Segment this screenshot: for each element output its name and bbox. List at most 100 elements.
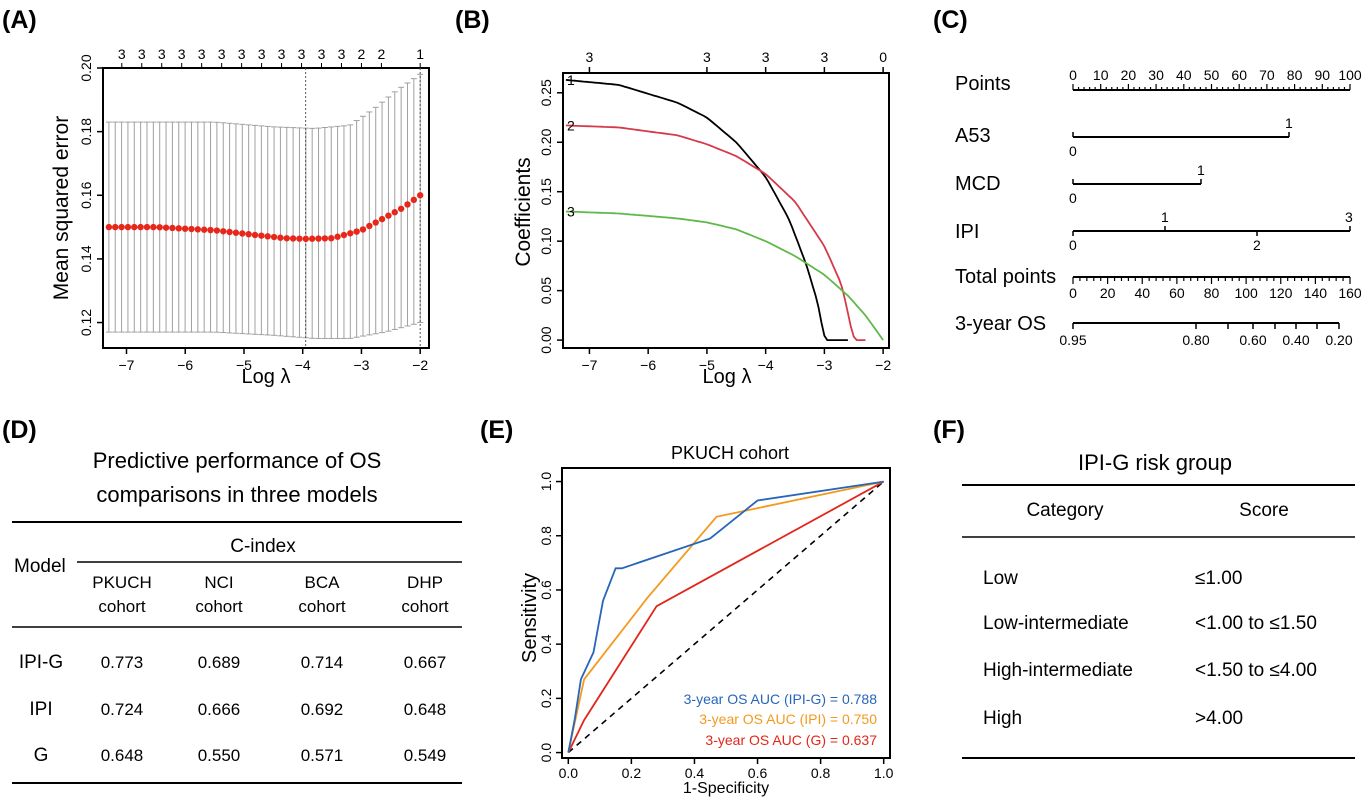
panel-b-series (565, 79, 884, 341)
x-tick-label: −7 (581, 357, 597, 373)
roc-curve (567, 480, 884, 753)
table-f-score: <1.00 to ≤1.50 (1195, 613, 1317, 634)
points-tick-label: 100 (1338, 67, 1362, 83)
x-tick-label: 0.4 (685, 765, 705, 781)
y-tick-label: 1.0 (538, 472, 554, 492)
mse-point (359, 226, 367, 233)
table-f-category: Low (983, 568, 1018, 589)
mse-point (372, 219, 379, 226)
mse-point (397, 205, 405, 212)
table-d-cell: 0.692 (301, 700, 344, 719)
os-label-0: 0.95 (1059, 332, 1086, 348)
table-d-col-name: NCI (204, 573, 233, 592)
mcd-value-0: 0 (1069, 190, 1077, 206)
x-tick-label: −4 (758, 357, 774, 373)
table-d-col-name: BCA (305, 573, 341, 592)
total-tick-label: 140 (1304, 285, 1328, 301)
mse-point (200, 226, 208, 233)
panel-e-x-axis: 0.0 0.2 0.4 0.6 0.8 1.0 (559, 758, 894, 781)
table-d-cell: 0.714 (301, 653, 344, 672)
mse-point (105, 223, 113, 231)
top-count-label: 3 (118, 46, 126, 62)
mse-point (289, 235, 297, 242)
panel-e-roc: PKUCH cohort 0.0 0.2 0.4 0.6 0.8 1.0 0.00.20.… (519, 443, 894, 797)
mse-point (391, 209, 398, 216)
total-tick-label: 20 (1100, 285, 1116, 301)
top-count-label: 3 (198, 46, 206, 62)
y-tick-label: 0.16 (78, 181, 94, 208)
table-d-cell: 0.571 (301, 746, 344, 765)
mse-point (118, 223, 125, 231)
mse-point (385, 212, 392, 219)
table-d-col-name: DHP (407, 573, 443, 592)
table-d-cell: 0.667 (404, 653, 447, 672)
ipi-value-0: 0 (1069, 237, 1077, 253)
roc-curve (567, 480, 885, 753)
panel-label-d: (D) (2, 416, 37, 444)
legend-ipig: 3-year OS AUC (IPI-G) = 0.788 (684, 691, 878, 707)
mse-point (226, 228, 233, 236)
points-tick-label: 70 (1259, 67, 1275, 83)
table-d-cell: 0.648 (404, 700, 447, 719)
x-tick-label: −2 (412, 357, 428, 373)
mse-point (347, 230, 354, 237)
mse-point (239, 230, 246, 237)
os-scale-ticks (1072, 323, 1340, 329)
y-tick-label: 0.8 (538, 526, 554, 546)
panel-label-e: (E) (480, 416, 513, 444)
points-tick-label: 80 (1287, 67, 1303, 83)
panel-a-x-axis: −7 −6 −5 −4 −3 −2 (119, 348, 428, 373)
panel-a-error-bars (105, 73, 424, 339)
total-tick-label: 100 (1234, 285, 1258, 301)
panel-a-vlines (305, 68, 421, 348)
panel-label-b: (B) (455, 6, 490, 34)
nomogram-label-os: 3-year OS (955, 313, 1046, 335)
panel-d-table: Predictive performance of OS comparisons… (12, 448, 462, 784)
panel-e-ylabel: Sensitivity (519, 573, 541, 663)
top-tick-label: 3 (762, 49, 770, 65)
total-tick-label: 40 (1134, 285, 1150, 301)
top-count-label: 3 (278, 46, 286, 62)
os-label-1: 0.80 (1182, 332, 1209, 348)
points-tick-label: 0 (1069, 67, 1077, 83)
panel-a-ylabel: Mean squared error (50, 116, 73, 300)
top-count-label: 2 (358, 46, 366, 62)
x-tick-label: 1.0 (874, 765, 894, 781)
x-tick-label: −4 (295, 357, 311, 373)
top-count-label: 3 (158, 46, 166, 62)
x-tick-label: 0.2 (622, 765, 642, 781)
table-f-col-score: Score (1239, 500, 1289, 521)
mse-point (232, 229, 240, 236)
panel-label-a: (A) (2, 6, 37, 34)
panel-label-f: (F) (933, 416, 965, 444)
top-count-label: 3 (338, 46, 346, 62)
a53-value-1: 1 (1285, 115, 1293, 131)
mse-point (277, 234, 284, 241)
legend-g: 3-year OS AUC (G) = 0.637 (705, 732, 877, 748)
nomogram-label-total: Total points (955, 266, 1056, 288)
y-tick-label: 0.05 (538, 277, 554, 304)
table-d-cell: 0.666 (198, 700, 241, 719)
mse-point (245, 231, 252, 238)
mse-point (308, 235, 316, 242)
points-scale-ticks: 0 10 20 30 40 50 60 70 80 90 100 (1069, 67, 1362, 90)
mse-point (258, 232, 265, 239)
y-tick-label: 0.6 (538, 580, 554, 600)
total-tick-label: 120 (1269, 285, 1293, 301)
y-tick-label: 0.18 (78, 118, 94, 145)
panel-label-c: (C) (933, 6, 968, 34)
top-count-label: 3 (318, 46, 326, 62)
mse-point (404, 201, 411, 208)
panel-c-nomogram: Points A53 MCD IPI Total points 3-year O… (955, 67, 1362, 348)
table-f-score: >4.00 (1195, 708, 1243, 729)
y-tick-label: 0.2 (538, 688, 554, 708)
mse-point (131, 223, 138, 231)
panel-b-series-labels: 1 2 3 (567, 72, 575, 220)
mcd-value-1: 1 (1197, 162, 1205, 178)
mse-point (366, 222, 373, 230)
table-d-col-sub: cohort (401, 597, 449, 616)
table-d-columns: PKUCH cohort NCI cohort BCA cohort DHP cohort (92, 573, 449, 616)
roc-reference-line (567, 480, 885, 754)
y-tick-label: 0.12 (78, 309, 94, 336)
